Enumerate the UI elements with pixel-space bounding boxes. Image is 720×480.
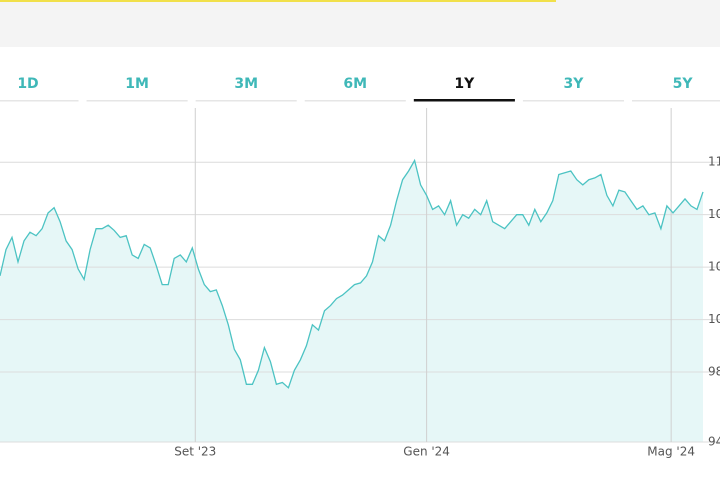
y-tick-label: 10 (708, 207, 720, 221)
y-tick-label: 10 (708, 260, 720, 274)
area-fill (0, 160, 703, 442)
tab-label[interactable]: 3M (234, 76, 258, 92)
x-tick-label: Set '23 (174, 445, 216, 459)
y-tick-label: 10 (708, 312, 720, 326)
x-tick-label: Mag '24 (647, 445, 695, 459)
tab-label[interactable]: 6M (343, 76, 367, 92)
tab-underline (522, 100, 624, 102)
header-bar (0, 0, 720, 47)
tab-label[interactable]: 1M (125, 76, 149, 92)
tab-label[interactable]: 3Y (564, 76, 585, 92)
tab-underline (195, 100, 297, 102)
y-tick-label: 11 (708, 155, 720, 169)
plot: 94 98 10 10 10 11 Set '23 Gen '24 Mag '24 (0, 108, 720, 459)
tab-label[interactable]: 1D (17, 76, 38, 92)
tab-label[interactable]: 1Y (454, 76, 475, 92)
tab-underline (0, 100, 79, 102)
price-line (0, 158, 704, 389)
tab-bar: 1D 1M 3M 6M 1Y 3Y 5Y (0, 76, 720, 102)
y-tick-label: 98 (708, 365, 720, 379)
progress-line (0, 0, 556, 2)
y-tick-label: 94 (708, 435, 720, 449)
tab-underline (632, 100, 720, 102)
tab-underline (86, 100, 188, 102)
tab-underline-selected (413, 99, 515, 102)
x-tick-label: Gen '24 (403, 445, 450, 459)
tab-underline (304, 100, 406, 102)
tab-label[interactable]: 5Y (673, 76, 694, 92)
